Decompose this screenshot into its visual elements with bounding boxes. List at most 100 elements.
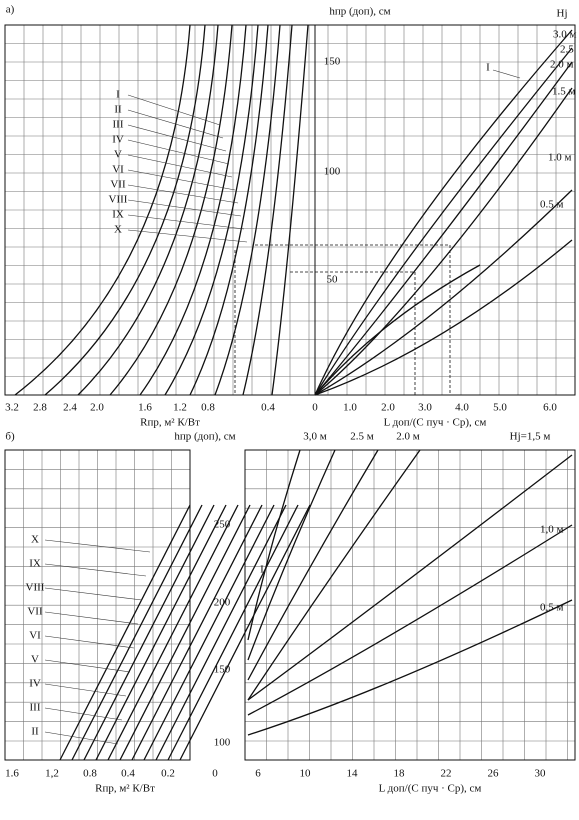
tick-label: 30 [535,768,547,780]
curve [314,239,573,396]
tick-label: 5.0 [493,402,507,414]
tick-label: 0.8 [83,768,97,780]
label: б) [5,431,15,443]
curve [271,24,309,396]
tick-label: 10 [300,768,312,780]
curve [14,24,191,396]
curve-label: 1.5 м [552,86,576,98]
curve [59,504,191,761]
curve-label: 1.0 м [548,152,572,164]
curve [179,504,311,761]
guide [290,271,416,395]
leader [127,124,227,152]
curve [143,504,275,761]
curve-label: 0.5 м [540,199,564,211]
roman-label: II [114,104,122,116]
curve [247,524,573,716]
leader [127,214,245,230]
roman-label: IV [29,678,41,690]
leader [127,229,248,243]
frame [244,449,576,761]
curve-label: 3,0 м [303,431,327,443]
label: Rпр, м² К/Вт [95,783,155,795]
roman-label: IV [112,134,124,146]
tick-label: 2.0 [90,402,104,414]
curve [314,87,573,396]
curve [95,504,227,761]
curve [247,449,421,701]
roman-label: V [31,654,39,666]
tick-label: 1.2 [173,402,187,414]
leader [44,659,131,673]
guide [255,244,451,395]
curve [247,599,573,736]
curve [247,449,379,681]
label: hпр (доп), см [329,6,390,18]
roman-label: VIII [109,194,128,206]
leader [44,707,123,721]
tick-label: 0.2 [161,768,175,780]
label: L доп/(С пуч · Ср), см [384,417,487,429]
label: hпр (доп), см [174,431,235,443]
curve [155,504,287,761]
roman-label: X [31,534,39,546]
curve [71,504,203,761]
tick-label: 1.0 [343,402,357,414]
curve-label: 2.0 м [396,431,420,443]
curve-label: 1,0 м [540,524,564,536]
tick-label: 14 [347,768,359,780]
tick-label: 1.6 [5,768,19,780]
tick-label: 4.0 [455,402,469,414]
tick-label: 150 [214,664,231,676]
leader [44,611,139,625]
roman-label: V [114,149,122,161]
tick-label: 100 [214,737,231,749]
roman-label: VII [27,606,43,618]
leader [44,563,147,577]
roman-label: VIII [26,582,45,594]
leader [127,109,224,139]
tick-label: 0 [212,768,218,780]
curve-label: 2.5 м [350,431,374,443]
roman-label: VII [110,179,126,191]
roman-label: III [113,119,124,131]
tick-label: 6.0 [543,402,557,414]
leader [44,731,119,745]
label: L доп/(С пуч · Ср), см [379,783,482,795]
tick-label: 50 [327,274,339,286]
roman-label: IX [112,209,124,221]
curve [131,504,263,761]
tick-label: 2.8 [33,402,47,414]
curve [139,24,247,396]
curve-label: 2.5 [560,44,574,56]
curve [314,189,573,396]
curve-label: 0,5 м [540,602,564,614]
leader [127,169,236,191]
leader [492,69,521,79]
tick-label: 3.2 [5,402,19,414]
frame [4,24,576,396]
curve [247,449,336,661]
marker: I [486,62,490,74]
tick-label: 0.4 [121,768,135,780]
tick-label: 0.8 [201,402,215,414]
curve [247,454,573,701]
tick-label: 0 [312,402,318,414]
leader [44,683,127,697]
roman-label: II [31,726,39,738]
tick-label: 2.4 [63,402,77,414]
curve [314,264,481,396]
curve [189,24,269,396]
label: Rпр, м² К/Вт [140,417,200,429]
label: Hj [557,8,568,20]
tick-label: 1,2 [45,768,59,780]
roman-label: IX [29,558,41,570]
curve [247,449,301,641]
leader [127,139,230,165]
curve [314,47,573,396]
curve [164,24,259,396]
tick-label: 2.0 [381,402,395,414]
curve [242,24,293,396]
roman-label: III [30,702,41,714]
leader [127,154,233,178]
